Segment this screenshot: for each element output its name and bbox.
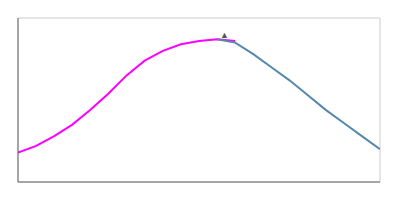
svg-text:▲: ▲ xyxy=(220,30,229,40)
